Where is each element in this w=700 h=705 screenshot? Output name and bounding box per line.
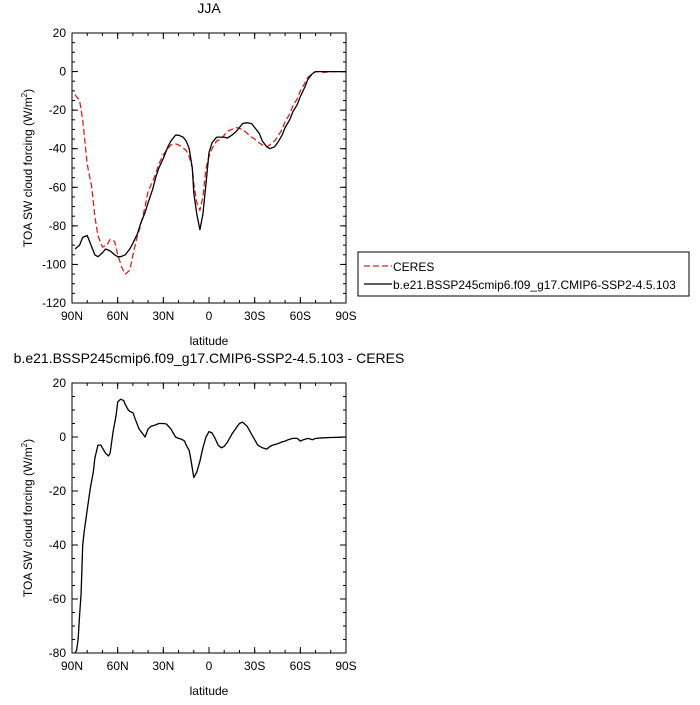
bottom-y-tick-label: -80 bbox=[49, 646, 67, 660]
bottom-y-tick-label: 20 bbox=[53, 376, 67, 390]
top-x-axis-label: latitude bbox=[190, 334, 229, 348]
top-y-tick-label: 0 bbox=[59, 65, 66, 79]
top-y-axis-label: TOA SW cloud forcing (W/m2) bbox=[20, 89, 35, 247]
top-series-line-1 bbox=[74, 70, 346, 258]
legend-label-ceres: CERES bbox=[393, 260, 434, 274]
top-axis-ticks: 90N 60N 30N 0 30S 60S 90S 20 0 -20 -40 -60 -80 -100 -1… bbox=[42, 26, 357, 323]
bottom-x-tick-label: 60N bbox=[107, 659, 129, 673]
bottom-y-tick-label: -60 bbox=[49, 592, 67, 606]
bottom-series-line-0 bbox=[74, 398, 347, 654]
bottom-y-axis-label-close: ) bbox=[21, 439, 35, 443]
top-x-tick-label: 60S bbox=[290, 309, 311, 323]
top-x-tick-label: 90S bbox=[335, 309, 356, 323]
bottom-x-tick-label: 90S bbox=[335, 659, 356, 673]
bottom-y-tick-label: -20 bbox=[49, 484, 67, 498]
bottom-axis-ticks: 90N 60N 30N 0 30S 60S 90S 20 0 -20 -40 -60 -80 bbox=[49, 376, 357, 673]
bottom-plot-frame bbox=[71, 382, 347, 654]
bottom-y-axis-label-text: TOA SW cloud forcing (W/m bbox=[21, 447, 35, 597]
top-y-tick-label: 20 bbox=[53, 26, 67, 40]
top-x-tick-label: 30S bbox=[244, 309, 265, 323]
bottom-x-tick-label: 0 bbox=[206, 659, 213, 673]
panel-top: JJA 90N 60N 30N 0 30S 60S 90S 20 0 -20 -40 -60 -80 -1… bbox=[20, 0, 690, 348]
top-series-line-0 bbox=[74, 70, 346, 275]
panel-bottom: b.e21.BSSP245cmip6.f09_g17.CMIP6-SSP2-4.… bbox=[14, 350, 405, 698]
bottom-x-tick-label: 30S bbox=[244, 659, 265, 673]
top-y-axis-label-text: TOA SW cloud forcing (W/m bbox=[21, 97, 35, 247]
bottom-y-tick-label: -40 bbox=[49, 538, 67, 552]
top-series-group bbox=[74, 70, 346, 275]
bottom-chart-title: b.e21.BSSP245cmip6.f09_g17.CMIP6-SSP2-4.… bbox=[14, 350, 405, 366]
bottom-x-tick-label: 30N bbox=[152, 659, 174, 673]
top-x-tick-label: 0 bbox=[206, 309, 213, 323]
bottom-x-tick-label: 90N bbox=[61, 659, 83, 673]
legend-label-model: b.e21.BSSP245cmip6.f09_g17.CMIP6-SSP2-4.… bbox=[393, 278, 676, 292]
top-chart-title: JJA bbox=[197, 0, 221, 16]
top-plot-frame bbox=[71, 32, 347, 304]
bottom-series-group bbox=[74, 398, 347, 654]
bottom-x-axis-label: latitude bbox=[190, 684, 229, 698]
top-y-axis-label-close: ) bbox=[21, 89, 35, 93]
top-y-tick-label: -100 bbox=[42, 257, 66, 271]
bottom-y-tick-label: 0 bbox=[59, 430, 66, 444]
top-y-tick-label: -40 bbox=[49, 142, 67, 156]
bottom-y-axis-label: TOA SW cloud forcing (W/m2) bbox=[20, 439, 35, 597]
bottom-y-axis-label-sup: 2 bbox=[20, 442, 29, 447]
top-y-tick-label: -120 bbox=[42, 296, 66, 310]
top-x-tick-label: 30N bbox=[152, 309, 174, 323]
top-y-tick-label: -20 bbox=[49, 103, 67, 117]
top-y-tick-label: -60 bbox=[49, 180, 67, 194]
top-y-axis-label-sup: 2 bbox=[20, 92, 29, 97]
legend-box bbox=[357, 251, 690, 297]
top-x-tick-label: 60N bbox=[107, 309, 129, 323]
legend: CERES b.e21.BSSP245cmip6.f09_g17.CMIP6-S… bbox=[357, 251, 690, 297]
top-x-tick-label: 90N bbox=[61, 309, 83, 323]
bottom-x-tick-label: 60S bbox=[290, 659, 311, 673]
top-y-tick-label: -80 bbox=[49, 219, 67, 233]
